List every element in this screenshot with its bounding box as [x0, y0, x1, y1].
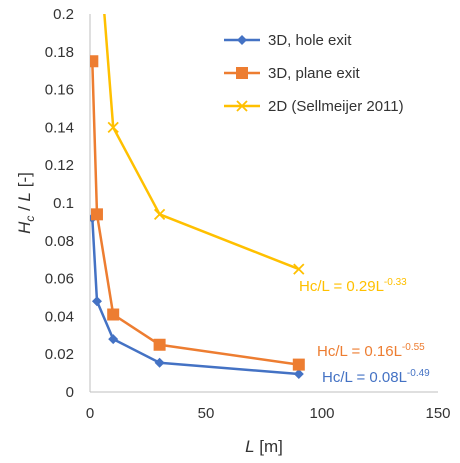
y-axis-title-var: H	[15, 221, 34, 234]
data-point-hole-exit	[293, 369, 304, 380]
legend: 3D, hole exit 3D, plane exit 2D (Sellmei…	[224, 32, 404, 115]
y-axis-title-var2: L	[15, 192, 34, 201]
annotation-2d-exp: -0.33	[384, 277, 407, 288]
series-line-2d	[103, 14, 300, 271]
y-tick-label: 0.18	[45, 44, 74, 61]
legend-label-plane-exit: 3D, plane exit	[268, 65, 361, 82]
annotation-plane-exit-exp: -0.55	[402, 342, 425, 353]
x-axis-title: L [m]	[245, 437, 283, 456]
data-point-plane-exit	[90, 208, 103, 221]
y-axis-title-unit: [-]	[15, 172, 34, 192]
x-tick-labels: 0 50 100 150	[86, 405, 451, 422]
annotation-2d: Hc/L = 0.29L-0.33	[299, 277, 407, 295]
x-axis-title-var: L	[245, 437, 254, 456]
x-axis-title-unit: [m]	[255, 437, 283, 456]
y-tick-label: 0.1	[53, 195, 74, 212]
y-tick-label: 0.2	[53, 6, 74, 23]
x-tick-label: 150	[425, 405, 450, 422]
data-point-plane-exit	[292, 358, 305, 371]
legend-entry-2d: 2D (Sellmeijer 2011)	[224, 98, 404, 115]
data-point-2d	[153, 208, 166, 220]
annotation-2d-prefix: Hc/L = 0.29L	[299, 278, 384, 295]
y-tick-label: 0.16	[45, 82, 74, 99]
y-tick-label: 0.02	[45, 346, 74, 363]
legend-label-2d: 2D (Sellmeijer 2011)	[268, 98, 404, 115]
legend-marker-2d	[236, 100, 248, 112]
annotation-plane-exit-prefix: Hc/L = 0.16L	[317, 343, 402, 360]
data-point-hole-exit	[154, 357, 165, 368]
y-tick-label: 0.04	[45, 308, 74, 325]
x-tick-label: 50	[198, 405, 215, 422]
data-point-2d	[293, 263, 305, 275]
annotation-plane-exit: Hc/L = 0.16L-0.55	[317, 342, 425, 360]
data-point-plane-exit	[153, 338, 166, 351]
data-point-plane-exit	[107, 308, 120, 321]
data-point-hole-exit	[108, 334, 119, 345]
y-tick-label: 0.08	[45, 233, 74, 250]
annotation-hole-exit-exp: -0.49	[407, 368, 430, 379]
y-tick-labels: 0 0.02 0.04 0.06 0.08 0.1 0.12 0.14 0.16 0.18 0.2	[45, 6, 74, 401]
y-axis-title-rest: /	[15, 201, 34, 215]
legend-entry-hole-exit: 3D, hole exit	[224, 32, 352, 49]
data-point-2d	[107, 121, 119, 134]
y-tick-label: 0.14	[45, 119, 74, 136]
x-tick-label: 0	[86, 405, 94, 422]
legend-entry-plane-exit: 3D, plane exit	[224, 65, 361, 82]
legend-marker-plane-exit	[236, 67, 248, 79]
y-axis-title-sub: c	[23, 216, 37, 222]
annotation-hole-exit-prefix: Hc/L = 0.08L	[322, 369, 407, 386]
legend-label-hole-exit: 3D, hole exit	[268, 32, 352, 49]
series-layer	[90, 14, 305, 380]
legend-marker-hole-exit	[237, 35, 247, 45]
annotation-hole-exit: Hc/L = 0.08L-0.49	[322, 368, 430, 386]
y-tick-label: 0.06	[45, 271, 74, 288]
y-tick-label: 0.12	[45, 157, 74, 174]
y-axis-title: Hc / L [-]	[15, 172, 37, 234]
x-tick-label: 100	[309, 405, 334, 422]
data-point-hole-exit	[91, 296, 102, 307]
y-tick-label: 0	[66, 384, 74, 401]
data-point-plane-exit	[90, 55, 99, 68]
